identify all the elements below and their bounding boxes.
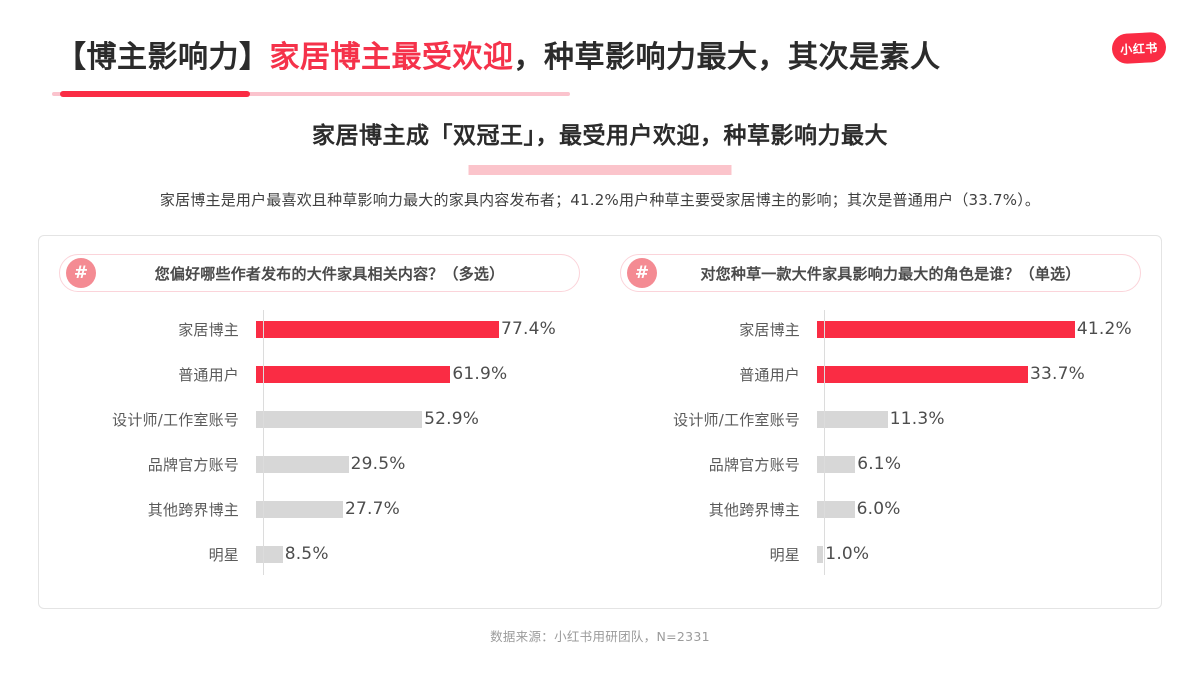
bar-row: 品牌官方账号 6.1%	[620, 449, 1141, 479]
chart-panel-right: # 对您种草一款大件家具影响力最大的角色是谁？（单选） 家居博主 41.2% 普通用…	[600, 236, 1161, 608]
bar-track: 61.9%	[253, 364, 580, 384]
bar-row: 品牌官方账号 29.5%	[59, 449, 580, 479]
bar-fill	[256, 365, 451, 383]
bar-chart-right: 家居博主 41.2% 普通用户 33.7% 设计师/工作室账号 11.3% 品牌官方账号 6.…	[620, 310, 1141, 575]
bar-fill	[817, 410, 888, 428]
bar-row: 设计师/工作室账号 11.3%	[620, 404, 1141, 434]
bar-track: 27.7%	[253, 499, 580, 519]
bar-fill	[817, 500, 855, 518]
bar-category-label: 明星	[208, 545, 239, 564]
charts-panels: # 您偏好哪些作者发布的大件家具相关内容？（多选） 家居博主 77.4% 普通用户 6…	[39, 236, 1161, 608]
bar-fill	[817, 545, 824, 563]
bar-category-label: 普通用户	[178, 365, 239, 384]
bar-value-label: 27.7%	[345, 499, 401, 519]
bar-category-label: 家居博主	[739, 320, 800, 339]
bar-fill	[256, 545, 283, 563]
bar-rows-right: 家居博主 41.2% 普通用户 33.7% 设计师/工作室账号 11.3% 品牌官方账号 6.…	[620, 314, 1141, 569]
bar-category-label: 品牌官方账号	[708, 455, 800, 474]
bar-row: 设计师/工作室账号 52.9%	[59, 404, 580, 434]
bar-category-label: 设计师/工作室账号	[673, 410, 800, 429]
bar-value-label: 8.5%	[284, 544, 329, 564]
bar-row: 其他跨界博主 27.7%	[59, 494, 580, 524]
hash-icon: #	[627, 258, 657, 288]
bar-category-label: 普通用户	[739, 365, 800, 384]
chart-axis-line-right	[824, 310, 825, 575]
bar-category-label: 明星	[769, 545, 800, 564]
bar-track: 11.3%	[814, 409, 1141, 429]
bar-category-label: 家居博主	[178, 320, 239, 339]
bar-track: 6.1%	[814, 454, 1141, 474]
bar-row: 普通用户 61.9%	[59, 359, 580, 389]
subtitle-highlight-bar	[468, 165, 732, 175]
bar-value-label: 6.0%	[856, 499, 901, 519]
bar-category-label: 其他跨界博主	[147, 500, 239, 519]
chart-axis-line-left	[263, 310, 264, 575]
bar-track: 29.5%	[253, 454, 580, 474]
bar-rows-left: 家居博主 77.4% 普通用户 61.9% 设计师/工作室账号 52.9% 品牌官方账号 29…	[59, 314, 580, 569]
bar-value-label: 52.9%	[424, 409, 480, 429]
page-title-suffix: ，种草影响力最大，其次是素人	[513, 40, 941, 75]
data-source-note: 数据来源：小红书用研团队，N=2331	[490, 629, 710, 644]
bar-track: 33.7%	[814, 364, 1141, 384]
bar-value-label: 61.9%	[452, 364, 508, 384]
bar-row: 普通用户 33.7%	[620, 359, 1141, 389]
bar-track: 1.0%	[814, 544, 1141, 564]
page-title-prefix: 【博主影响力】	[56, 40, 270, 75]
header: 【博主影响力】家居博主最受欢迎，种草影响力最大，其次是素人 小红书	[0, 0, 1200, 112]
bar-value-label: 6.1%	[857, 454, 902, 474]
bar-row: 明星 8.5%	[59, 539, 580, 569]
title-underline	[52, 92, 570, 96]
bar-row: 明星 1.0%	[620, 539, 1141, 569]
bar-value-label: 41.2%	[1076, 319, 1132, 339]
title-underline-accent	[60, 91, 250, 97]
question-title-left: 您偏好哪些作者发布的大件家具相关内容？（多选）	[154, 264, 505, 283]
bar-fill	[256, 455, 349, 473]
chart-panel-left: # 您偏好哪些作者发布的大件家具相关内容？（多选） 家居博主 77.4% 普通用户 6…	[39, 236, 600, 608]
bar-fill	[817, 365, 1028, 383]
bar-track: 77.4%	[253, 319, 580, 339]
bar-track: 8.5%	[253, 544, 580, 564]
subtitle-container: 家居博主成「双冠王」，最受用户欢迎，种草影响力最大	[0, 120, 1200, 152]
bar-value-label: 11.3%	[889, 409, 945, 429]
question-pill-right: # 对您种草一款大件家具影响力最大的角色是谁？（单选）	[620, 254, 1141, 292]
bar-category-label: 其他跨界博主	[708, 500, 800, 519]
bar-value-label: 29.5%	[350, 454, 406, 474]
bar-fill	[817, 455, 856, 473]
bar-chart-left: 家居博主 77.4% 普通用户 61.9% 设计师/工作室账号 52.9% 品牌官方账号 29…	[59, 310, 580, 575]
hash-icon: #	[66, 258, 96, 288]
bar-row: 其他跨界博主 6.0%	[620, 494, 1141, 524]
bar-track: 6.0%	[814, 499, 1141, 519]
bar-fill	[256, 320, 499, 338]
page-title-highlight: 家居博主最受欢迎	[269, 40, 514, 75]
xiaohongshu-logo-badge: 小红书	[1111, 31, 1167, 65]
bar-fill	[256, 500, 343, 518]
bar-value-label: 1.0%	[825, 544, 870, 564]
bar-row: 家居博主 41.2%	[620, 314, 1141, 344]
bar-row: 家居博主 77.4%	[59, 314, 580, 344]
bar-category-label: 品牌官方账号	[147, 455, 239, 474]
question-pill-left: # 您偏好哪些作者发布的大件家具相关内容？（多选）	[59, 254, 580, 292]
bar-value-label: 33.7%	[1030, 364, 1086, 384]
bar-fill	[256, 410, 423, 428]
subtitle: 家居博主成「双冠王」，最受用户欢迎，种草影响力最大	[312, 123, 888, 149]
charts-card: # 您偏好哪些作者发布的大件家具相关内容？（多选） 家居博主 77.4% 普通用户 6…	[38, 235, 1162, 609]
bar-track: 52.9%	[253, 409, 580, 429]
bar-fill	[817, 320, 1075, 338]
bar-value-label: 77.4%	[501, 319, 557, 339]
page-title: 【博主影响力】家居博主最受欢迎，种草影响力最大，其次是素人	[56, 38, 941, 78]
bar-track: 41.2%	[814, 319, 1141, 339]
question-title-right: 对您种草一款大件家具影响力最大的角色是谁？（单选）	[700, 264, 1081, 283]
bar-category-label: 设计师/工作室账号	[112, 410, 239, 429]
lead-paragraph: 家居博主是用户最喜欢且种草影响力最大的家具内容发布者；41.2%用户种草主要受家…	[159, 191, 1041, 209]
